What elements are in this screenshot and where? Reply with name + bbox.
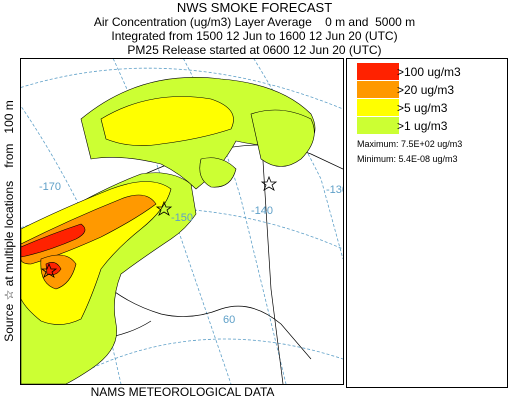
plume-red-core (21, 223, 86, 258)
canada-border (260, 128, 284, 384)
lon-label-140: -140 (251, 205, 273, 217)
legend-label-gt20: >20 ug/m3 (397, 83, 455, 97)
lat-label-60: 60 (223, 314, 235, 326)
legend-item-gt20: >20 ug/m3 (357, 81, 497, 98)
lon-label-170: -170 (39, 181, 61, 193)
legend-maximum: Maximum: 7.5E+02 ug/m3 (357, 139, 463, 149)
legend-swatch-gt20 (357, 81, 399, 98)
source-star-2 (260, 175, 278, 191)
subtitle-concentration: Air Concentration (ug/m3) Layer Average … (93, 15, 416, 29)
map-footer: NAMS METEOROLOGICAL DATA (90, 385, 275, 399)
lon-label-130: -130 (326, 184, 343, 196)
source-star-3 (40, 262, 58, 278)
map-panel: -170 -150 -140 -130 60 (20, 58, 344, 385)
smoke-map: -170 -150 -140 -130 60 (21, 59, 343, 384)
map-title: NWS SMOKE FORECAST (176, 0, 333, 15)
legend-swatch-gt5 (357, 99, 399, 116)
plume-north-yellow (100, 96, 234, 146)
subtitle-release: PM25 Release started at 0600 12 Jun 20 (… (127, 43, 382, 57)
subtitle-integration: Integrated from 1500 12 Jun to 1600 12 J… (111, 29, 398, 43)
source-markers (40, 175, 278, 278)
legend-minimum: Minimum: 5.4E-08 ug/m3 (357, 154, 458, 164)
source-side-label: Source ☆ at multiple locations from 100 … (2, 100, 16, 342)
plume-patch-1 (199, 157, 237, 188)
latitude-line-50 (60, 338, 343, 384)
legend-item-gt100: >100 ug/m3 (357, 63, 497, 80)
legend-panel: >100 ug/m3 >20 ug/m3 >5 ug/m3 >1 ug/m3 M… (346, 58, 508, 388)
legend-item-gt5: >5 ug/m3 (357, 99, 497, 116)
legend-label-gt1: >1 ug/m3 (397, 119, 448, 133)
lon-label-150: -150 (171, 212, 193, 224)
legend-swatch-gt1 (357, 117, 399, 134)
source-star-1 (155, 200, 173, 216)
plume-east-light (250, 109, 315, 167)
latitude-line-70 (21, 67, 343, 110)
legend-item-gt1: >1 ug/m3 (357, 117, 497, 134)
legend-label-gt100: >100 ug/m3 (397, 65, 461, 79)
legend-label-gt5: >5 ug/m3 (397, 101, 448, 115)
legend-swatch-gt100 (357, 63, 399, 80)
longitude-line-130 (253, 59, 343, 260)
